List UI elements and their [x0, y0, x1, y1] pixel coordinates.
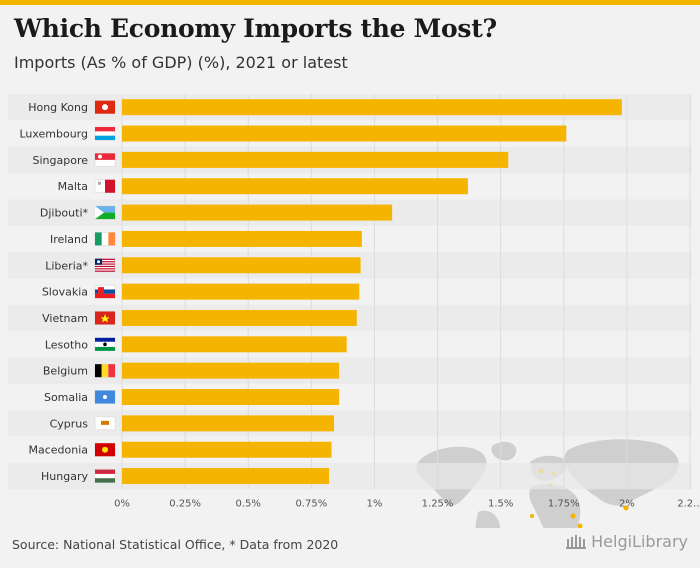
- lesotho-flag-icon: [94, 337, 116, 352]
- bar: [122, 283, 360, 300]
- map-highlight-vietnam: [623, 505, 629, 511]
- x-axis-ticks: 0% 0.25% 0.5% 0.75% 1% 1.25% 1.5% 1.75% 2% 2.2...: [114, 498, 700, 509]
- category-row: Belgium: [43, 362, 340, 379]
- x-tick-label: 0.25%: [169, 498, 201, 509]
- belgium-flag-icon: [94, 363, 116, 378]
- category-row: Luxembourg: [19, 125, 567, 142]
- brand-name: HelgiLibrary: [591, 532, 688, 551]
- category-row: Singapore: [33, 151, 509, 168]
- category-label: Luxembourg: [19, 128, 88, 141]
- bar: [122, 309, 357, 326]
- map-highlight-djibouti: [570, 513, 576, 519]
- category-row: Hungary: [41, 468, 330, 485]
- x-tick-label: 2.2...: [677, 498, 700, 509]
- ireland-flag-icon: [94, 232, 116, 246]
- category-row: Cyprus: [50, 415, 335, 432]
- x-tick-label: 1.5%: [488, 498, 513, 509]
- category-label: Vietnam: [42, 312, 88, 325]
- map-highlight-somalia: [577, 523, 583, 529]
- bar: [122, 125, 567, 142]
- x-tick-label: 1.75%: [548, 498, 580, 509]
- bar: [122, 441, 332, 458]
- bar: [122, 178, 468, 195]
- macedonia-flag-icon: [94, 442, 116, 457]
- cyprus-flag-icon: [94, 416, 116, 431]
- hungary-flag-icon: [94, 469, 116, 483]
- accent-bar: [0, 0, 700, 5]
- vietnam-flag-icon: [94, 311, 116, 325]
- category-label: Hong Kong: [28, 101, 88, 114]
- category-label: Cyprus: [50, 417, 89, 430]
- category-label: Ireland: [50, 233, 88, 246]
- category-row: Liberia*: [45, 257, 361, 274]
- map-greenland: [491, 441, 517, 461]
- djibouti-flag-icon: [94, 205, 116, 220]
- bar: [122, 204, 393, 221]
- category-label: Djibouti*: [40, 207, 89, 220]
- category-label: Slovakia: [42, 286, 88, 299]
- category-label: Singapore: [33, 154, 89, 167]
- bar: [122, 230, 362, 247]
- category-row: Hong Kong: [28, 99, 622, 116]
- liberia-flag-icon: [94, 258, 116, 273]
- category-row: Macedonia: [28, 441, 332, 458]
- hong-kong-flag-icon: [94, 100, 116, 114]
- x-tick-label: 0.5%: [236, 498, 261, 509]
- x-tick-label: 2%: [619, 498, 635, 509]
- map-highlight-liberia: [530, 514, 534, 518]
- bar: [122, 389, 340, 406]
- page-title: Which Economy Imports the Most?: [14, 14, 497, 43]
- luxembourg-flag-icon: [94, 126, 116, 141]
- bar: [122, 415, 335, 432]
- category-label: Liberia*: [45, 259, 88, 272]
- bar: [122, 257, 361, 274]
- singapore-flag-icon: [94, 153, 116, 167]
- category-label: Belgium: [43, 365, 88, 378]
- map-south-america: [475, 510, 501, 568]
- imports-bar-chart: Hong Kong Luxembourg Singapore Malta Djibout…: [0, 88, 700, 568]
- category-row: Malta: [58, 178, 468, 195]
- category-label: Malta: [58, 180, 88, 193]
- category-row: Slovakia: [42, 283, 360, 300]
- category-label: Lesotho: [45, 338, 88, 351]
- x-tick-label: 1.25%: [422, 498, 454, 509]
- category-row: Vietnam: [42, 309, 357, 326]
- category-label: Macedonia: [28, 444, 88, 457]
- category-rows: Hong Kong Luxembourg Singapore Malta Djibout…: [19, 99, 622, 485]
- source-note: Source: National Statistical Office, * D…: [12, 537, 339, 552]
- category-label: Hungary: [41, 470, 88, 483]
- brand-logo: HelgiLibrary: [565, 532, 688, 551]
- slovakia-flag-icon: [94, 284, 116, 299]
- category-row: Ireland: [50, 230, 362, 247]
- chart-canvas: Hong Kong Luxembourg Singapore Malta Djibout…: [8, 94, 700, 568]
- bar: [122, 336, 347, 353]
- bar: [122, 468, 330, 485]
- x-tick-label: 0%: [114, 498, 130, 509]
- bar: [122, 99, 622, 116]
- bar: [122, 151, 509, 168]
- category-row: Lesotho: [45, 336, 347, 353]
- x-tick-label: 0.75%: [295, 498, 327, 509]
- category-row: Djibouti*: [40, 204, 393, 221]
- library-columns-icon: [566, 534, 587, 549]
- bar: [122, 362, 340, 379]
- somalia-flag-icon: [94, 390, 116, 404]
- category-label: Somalia: [44, 391, 88, 404]
- page-subtitle: Imports (As % of GDP) (%), 2021 or lates…: [14, 53, 348, 72]
- malta-flag-icon: [94, 179, 116, 193]
- x-tick-label: 1%: [367, 498, 383, 509]
- category-row: Somalia: [44, 389, 340, 406]
